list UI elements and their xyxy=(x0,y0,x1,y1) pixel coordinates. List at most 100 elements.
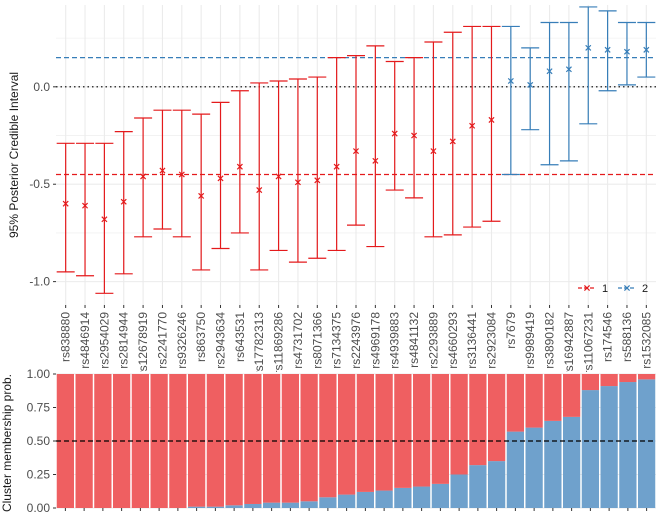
bar-segment-cluster-2 xyxy=(356,491,374,508)
error-bar xyxy=(114,131,133,275)
legend-key-marker xyxy=(623,284,631,292)
x-tick-label: rs4969178 xyxy=(368,312,382,369)
point-estimate-marker xyxy=(488,116,495,123)
error-bar xyxy=(540,21,559,166)
point-estimate-marker xyxy=(565,66,572,73)
error-bar xyxy=(347,55,365,226)
y-tick-label: 0.75 xyxy=(27,401,51,415)
bar-segment-cluster-2 xyxy=(581,390,599,508)
error-bar xyxy=(76,142,95,277)
bar-segment-cluster-2 xyxy=(638,379,656,508)
bar-segment-cluster-2 xyxy=(431,483,449,508)
stacked-bar xyxy=(300,374,318,508)
legend-label: 1 xyxy=(602,283,608,295)
bar-segment-cluster-2 xyxy=(375,490,393,508)
point-estimate-marker xyxy=(101,216,108,223)
error-bar xyxy=(327,56,346,252)
stacked-bar xyxy=(638,374,656,508)
x-tick-label: rs2243976 xyxy=(349,312,363,369)
stacked-bar xyxy=(469,374,487,508)
bottom-y-ticks: 0.00 0.25 0.50 0.75 1.00 xyxy=(27,367,56,515)
error-bar xyxy=(172,109,191,238)
x-tick-label: rs9326246 xyxy=(175,312,189,369)
stacked-bar xyxy=(488,374,506,508)
x-tick-label: rs4841132 xyxy=(407,312,421,368)
point-estimate-marker xyxy=(391,130,398,137)
bar-segment-cluster-1 xyxy=(244,374,262,504)
bar-segment-cluster-2 xyxy=(244,503,262,508)
bar-segment-cluster-2 xyxy=(225,505,243,508)
legend-label: 2 xyxy=(642,283,648,295)
bar-segment-cluster-2 xyxy=(338,494,356,508)
error-bar xyxy=(385,60,404,191)
x-tick-label: rs838880 xyxy=(59,312,73,362)
membership-panel: 0.00 0.25 0.50 0.75 1.00 Cluster membership … xyxy=(0,367,656,515)
x-tick-label: rs4731702 xyxy=(291,312,305,369)
x-tick-label: rs2241770 xyxy=(155,312,169,369)
bar-segment-cluster-1 xyxy=(525,374,543,428)
x-tick-label: rs2814944 xyxy=(117,312,131,369)
error-bar xyxy=(463,25,482,228)
point-estimate-marker xyxy=(82,202,89,209)
stacked-bar xyxy=(356,374,374,508)
bar-segment-cluster-1 xyxy=(581,374,599,391)
x-tick-label: rs4660293 xyxy=(446,312,460,369)
x-tick-label: rs1532085 xyxy=(639,312,653,369)
bar-segment-cluster-1 xyxy=(600,374,618,387)
x-tick-label: rs9989419 xyxy=(523,312,537,369)
x-tick-label: rs4939883 xyxy=(388,312,402,369)
stacked-bar xyxy=(450,374,468,508)
bar-segment-cluster-2 xyxy=(394,487,412,508)
error-bar xyxy=(501,25,520,176)
error-bar xyxy=(366,45,385,248)
bar-segment-cluster-2 xyxy=(450,474,468,508)
bar-segment-cluster-1 xyxy=(150,374,168,508)
bar-segment-cluster-1 xyxy=(225,374,243,506)
x-tick-label: rs7679 xyxy=(504,312,518,349)
stacked-bar xyxy=(375,374,393,508)
bar-segment-cluster-2 xyxy=(188,506,206,508)
error-bar xyxy=(230,90,249,234)
point-estimate-marker xyxy=(449,138,456,145)
point-estimate-marker xyxy=(217,175,224,182)
point-estimate-marker xyxy=(411,132,418,139)
stacked-bar xyxy=(263,374,281,508)
bar-segment-cluster-2 xyxy=(413,486,431,508)
y-tick-label: 0.25 xyxy=(27,468,51,482)
point-estimate-marker xyxy=(527,81,534,88)
bar-segment-cluster-1 xyxy=(338,374,356,495)
point-estimate-marker xyxy=(140,173,147,180)
stacked-bar xyxy=(413,374,431,508)
bar-segment-cluster-2 xyxy=(469,465,487,508)
bar-segment-cluster-1 xyxy=(506,374,524,432)
point-estimate-marker xyxy=(256,187,263,194)
error-bar xyxy=(598,10,617,92)
bar-segment-cluster-2 xyxy=(619,382,637,508)
legend-key-marker xyxy=(583,284,591,292)
x-tick-label: rs11067231 xyxy=(581,312,595,375)
error-bar xyxy=(269,80,288,252)
error-bar xyxy=(617,21,636,86)
bar-segment-cluster-1 xyxy=(413,374,431,487)
error-bars xyxy=(56,6,656,294)
point-estimate-marker xyxy=(643,46,650,53)
stacked-bar xyxy=(338,374,356,508)
bar-segment-cluster-2 xyxy=(488,461,506,508)
bar-segment-cluster-1 xyxy=(263,374,281,503)
error-bar xyxy=(95,142,114,294)
stacked-bar xyxy=(600,374,618,508)
stacked-bar xyxy=(319,374,337,508)
point-estimate-marker xyxy=(623,48,630,55)
error-bar xyxy=(56,142,75,273)
bottom-y-axis-title: Cluster membership prob. xyxy=(0,374,14,512)
bar-segment-cluster-1 xyxy=(188,374,206,507)
x-tick-label: rs11869286 xyxy=(272,312,286,375)
error-bar xyxy=(521,47,540,131)
stacked-bar xyxy=(563,374,581,508)
x-tick-label: rs3136441 xyxy=(465,312,479,369)
error-bar xyxy=(559,21,578,162)
x-tick-label: rs7134375 xyxy=(330,312,344,369)
x-tick-label: rs643531 xyxy=(233,312,247,362)
x-tick-label: rs2943634 xyxy=(214,312,228,369)
